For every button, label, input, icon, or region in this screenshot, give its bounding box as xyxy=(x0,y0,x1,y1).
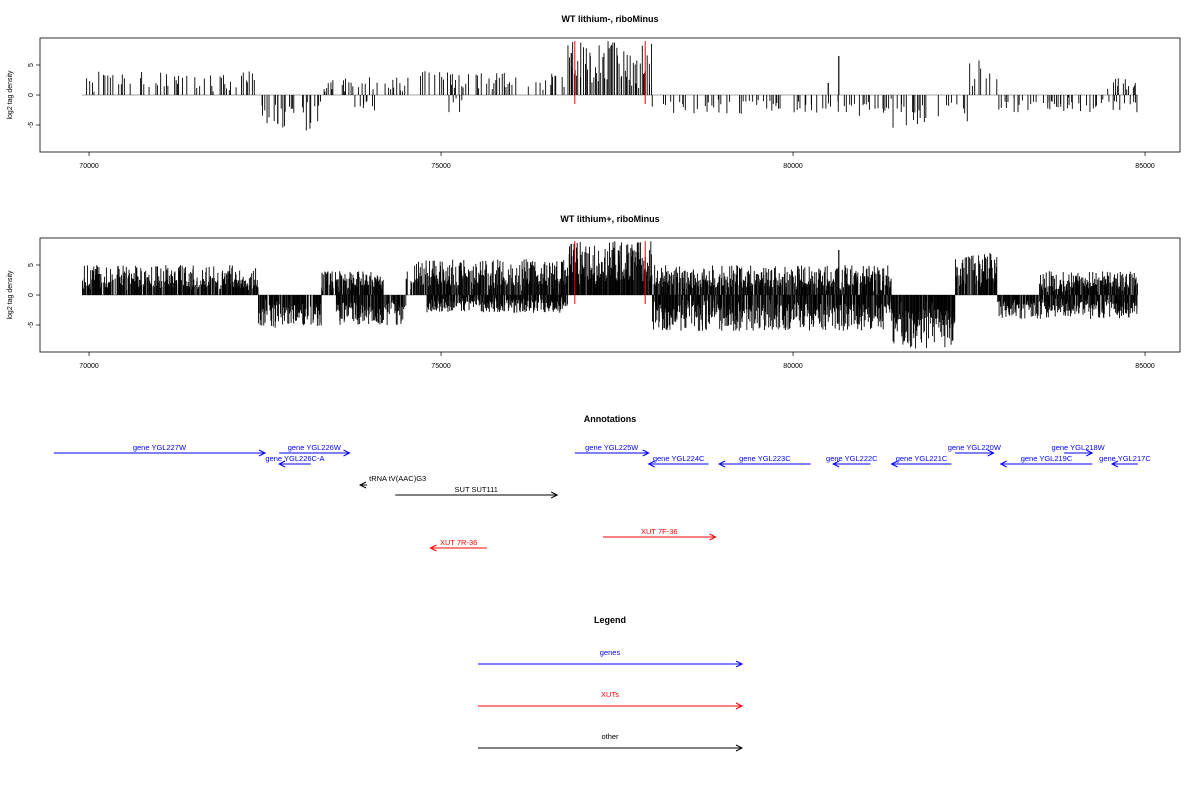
legend-arrow-head xyxy=(735,744,744,752)
feature-gene-ygl218w: gene YGL218W xyxy=(1052,443,1106,457)
legend-item-xuts: XUTs xyxy=(478,690,744,710)
feature-gene-ygl221c: gene YGL221C xyxy=(890,454,952,468)
feature-arrow-head xyxy=(550,491,559,499)
x-tick-label: 70000 xyxy=(79,163,99,170)
feature-trna-tv-aac-g3: tRNA tV(AAC)G3 xyxy=(358,474,426,489)
annotations-title: Annotations xyxy=(584,414,637,424)
feature-label: XUT 7R-36 xyxy=(440,538,477,547)
feature-gene-ygl220w: gene YGL220W xyxy=(948,443,1002,457)
feature-label: gene YGL223C xyxy=(739,454,791,463)
feature-arrow-head xyxy=(258,449,267,457)
feature-arrow-head xyxy=(278,460,286,468)
feature-arrow-head xyxy=(832,460,840,468)
density-bars xyxy=(82,241,1138,349)
feature-arrow-head xyxy=(718,460,726,468)
feature-arrow-head xyxy=(890,460,898,468)
feature-label: gene YGL218W xyxy=(1052,443,1106,452)
y-tick-label: 5 xyxy=(28,263,35,267)
legend-panel: Legend genes XUTs other xyxy=(478,615,744,752)
feature-arrow-head xyxy=(1110,460,1119,468)
x-tick-label: 85000 xyxy=(1135,163,1155,170)
feature-sut-sut111: SUT SUT111 xyxy=(395,485,559,499)
feature-label: gene YGL220W xyxy=(948,443,1002,452)
feature-label: gene YGL226C-A xyxy=(265,454,324,463)
x-tick-label: 75000 xyxy=(431,163,451,170)
feature-label: gene YGL227W xyxy=(133,443,187,452)
x-tick-label: 80000 xyxy=(783,363,803,370)
legend-item-other: other xyxy=(478,732,744,752)
feature-gene-ygl222c: gene YGL222C xyxy=(826,454,878,468)
feature-label: gene YGL219C xyxy=(1021,454,1073,463)
feature-xut-7f-36: XUT 7F-36 xyxy=(602,527,717,541)
feature-label: gene YGL217C xyxy=(1099,454,1151,463)
feature-arrow-head xyxy=(429,544,437,552)
legend-arrow-head xyxy=(735,660,744,668)
feature-label: tRNA tV(AAC)G3 xyxy=(369,474,426,483)
legend-label: other xyxy=(601,732,619,741)
feature-gene-ygl227w: gene YGL227W xyxy=(53,443,267,457)
legend-arrow-head xyxy=(735,702,744,710)
y-tick-label: -5 xyxy=(28,122,35,128)
feature-gene-ygl226w: gene YGL226W xyxy=(279,443,351,457)
y-tick-label: -5 xyxy=(28,322,35,328)
feature-xut-7r-36: XUT 7R-36 xyxy=(429,538,487,552)
chart-title: WT lithium+, riboMinus xyxy=(560,214,659,224)
y-tick-label: 0 xyxy=(28,93,35,97)
x-tick-label: 85000 xyxy=(1135,363,1155,370)
chart-panel-lithium-minus: WT lithium-, riboMinus log2 tag density -5… xyxy=(7,14,1181,170)
feature-label: gene YGL225W xyxy=(585,443,639,452)
chart-panel-lithium-plus: WT lithium+, riboMinus log2 tag density -5… xyxy=(7,214,1181,370)
feature-gene-ygl217c: gene YGL217C xyxy=(1099,454,1151,468)
x-tick-label: 75000 xyxy=(431,363,451,370)
feature-arrow-head xyxy=(709,533,717,541)
feature-gene-ygl226c-a: gene YGL226C-A xyxy=(265,454,324,468)
feature-arrow-head xyxy=(987,449,995,457)
x-tick-label: 80000 xyxy=(783,163,803,170)
feature-label: gene YGL222C xyxy=(826,454,878,463)
feature-label: gene YGL224C xyxy=(653,454,705,463)
annotations-panel: Annotations gene YGL227W gene YGL226W gene … xyxy=(53,414,1151,552)
feature-arrow-head xyxy=(647,460,655,468)
feature-label: gene YGL221C xyxy=(896,454,948,463)
y-axis-label: log2 tag density xyxy=(7,70,14,120)
density-bars xyxy=(86,41,1138,131)
legend-title: Legend xyxy=(594,615,626,625)
legend-label: XUTs xyxy=(601,690,619,699)
feature-arrow-head xyxy=(343,449,351,457)
y-tick-label: 0 xyxy=(28,293,35,297)
legend-item-genes: genes xyxy=(478,648,744,668)
feature-gene-ygl225w: gene YGL225W xyxy=(574,443,650,457)
feature-gene-ygl219c: gene YGL219C xyxy=(999,454,1093,468)
feature-arrow-head xyxy=(999,460,1007,468)
feature-gene-ygl224c: gene YGL224C xyxy=(647,454,709,468)
feature-label: XUT 7F-36 xyxy=(641,527,678,536)
feature-label: SUT SUT111 xyxy=(455,485,498,494)
y-axis-label: log2 tag density xyxy=(7,270,14,320)
x-tick-label: 70000 xyxy=(79,363,99,370)
legend-label: genes xyxy=(600,648,621,657)
feature-gene-ygl223c: gene YGL223C xyxy=(718,454,811,468)
feature-arrow-head xyxy=(1086,449,1094,457)
feature-label: gene YGL226W xyxy=(288,443,342,452)
feature-arrow-head xyxy=(642,449,650,457)
feature-arrow-head xyxy=(358,481,367,489)
chart-title: WT lithium-, riboMinus xyxy=(562,14,659,24)
y-tick-label: 5 xyxy=(28,63,35,67)
